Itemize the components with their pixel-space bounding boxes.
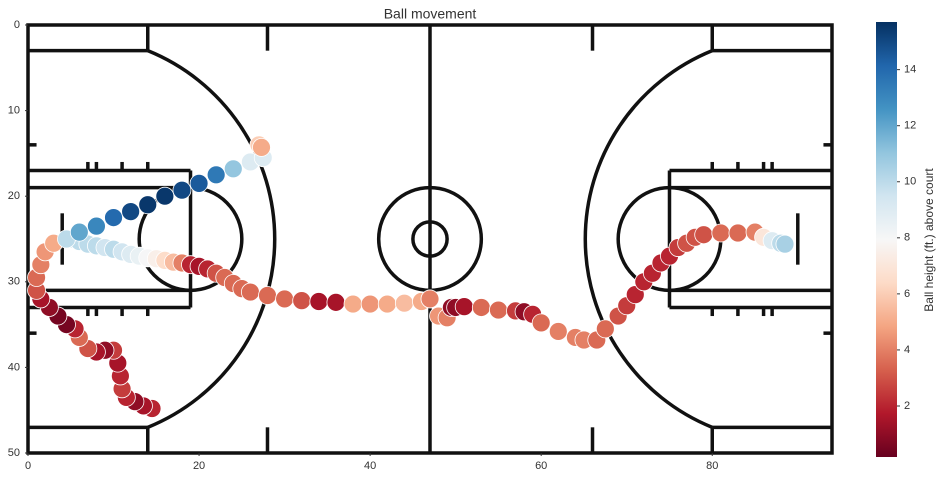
y-tick-label: 20 — [8, 190, 20, 202]
point — [309, 292, 329, 311]
x-tick-label: 80 — [706, 460, 718, 472]
point — [394, 293, 414, 313]
point — [471, 298, 491, 317]
y-tick-label: 50 — [8, 447, 20, 459]
court — [26, 23, 834, 455]
chart-title: Ball movement — [384, 6, 477, 22]
x-tick-label: 40 — [364, 460, 376, 472]
point — [121, 202, 141, 222]
point — [189, 173, 209, 193]
colorbar-tick-label: 14 — [904, 64, 916, 76]
x-tick-label: 60 — [535, 460, 547, 472]
point — [728, 223, 748, 243]
y-tick-label: 30 — [8, 276, 20, 288]
point — [240, 282, 260, 302]
x-tick-label: 0 — [25, 460, 31, 472]
points — [27, 135, 795, 418]
colorbar-tick-label: 6 — [904, 288, 910, 300]
point — [223, 159, 243, 179]
point — [489, 300, 508, 320]
point — [775, 234, 795, 254]
point — [548, 322, 568, 341]
colorbar-tick-label: 10 — [904, 176, 916, 188]
y-tick-label: 10 — [8, 105, 20, 117]
point — [252, 138, 271, 157]
colorbar — [876, 22, 897, 457]
colorbar-tick-label: 12 — [904, 120, 916, 132]
point — [69, 222, 89, 242]
point — [138, 195, 158, 215]
point — [454, 297, 474, 317]
y-tick-label: 0 — [14, 19, 20, 31]
colorbar-tick-label: 8 — [904, 232, 910, 244]
point — [155, 186, 175, 206]
point — [104, 208, 123, 228]
point — [326, 292, 346, 312]
point — [206, 165, 226, 185]
point — [343, 294, 363, 314]
three-point-arc — [147, 49, 277, 429]
point — [711, 223, 731, 243]
point — [694, 225, 714, 245]
point — [292, 291, 312, 311]
three-point-arc — [583, 49, 713, 429]
point — [595, 319, 615, 339]
point — [275, 289, 294, 309]
court-circle — [411, 220, 449, 258]
point — [258, 286, 277, 305]
point — [377, 294, 397, 314]
point — [360, 294, 380, 314]
point — [531, 313, 551, 333]
point — [87, 216, 106, 236]
point — [172, 180, 192, 200]
colorbar-label: Ball height (ft.) above court — [922, 168, 936, 312]
y-tick-label: 40 — [8, 361, 20, 373]
x-tick-label: 20 — [193, 460, 205, 472]
colorbar-tick-label: 2 — [904, 400, 910, 412]
colorbar-tick-label: 4 — [904, 344, 910, 356]
point — [420, 289, 440, 309]
